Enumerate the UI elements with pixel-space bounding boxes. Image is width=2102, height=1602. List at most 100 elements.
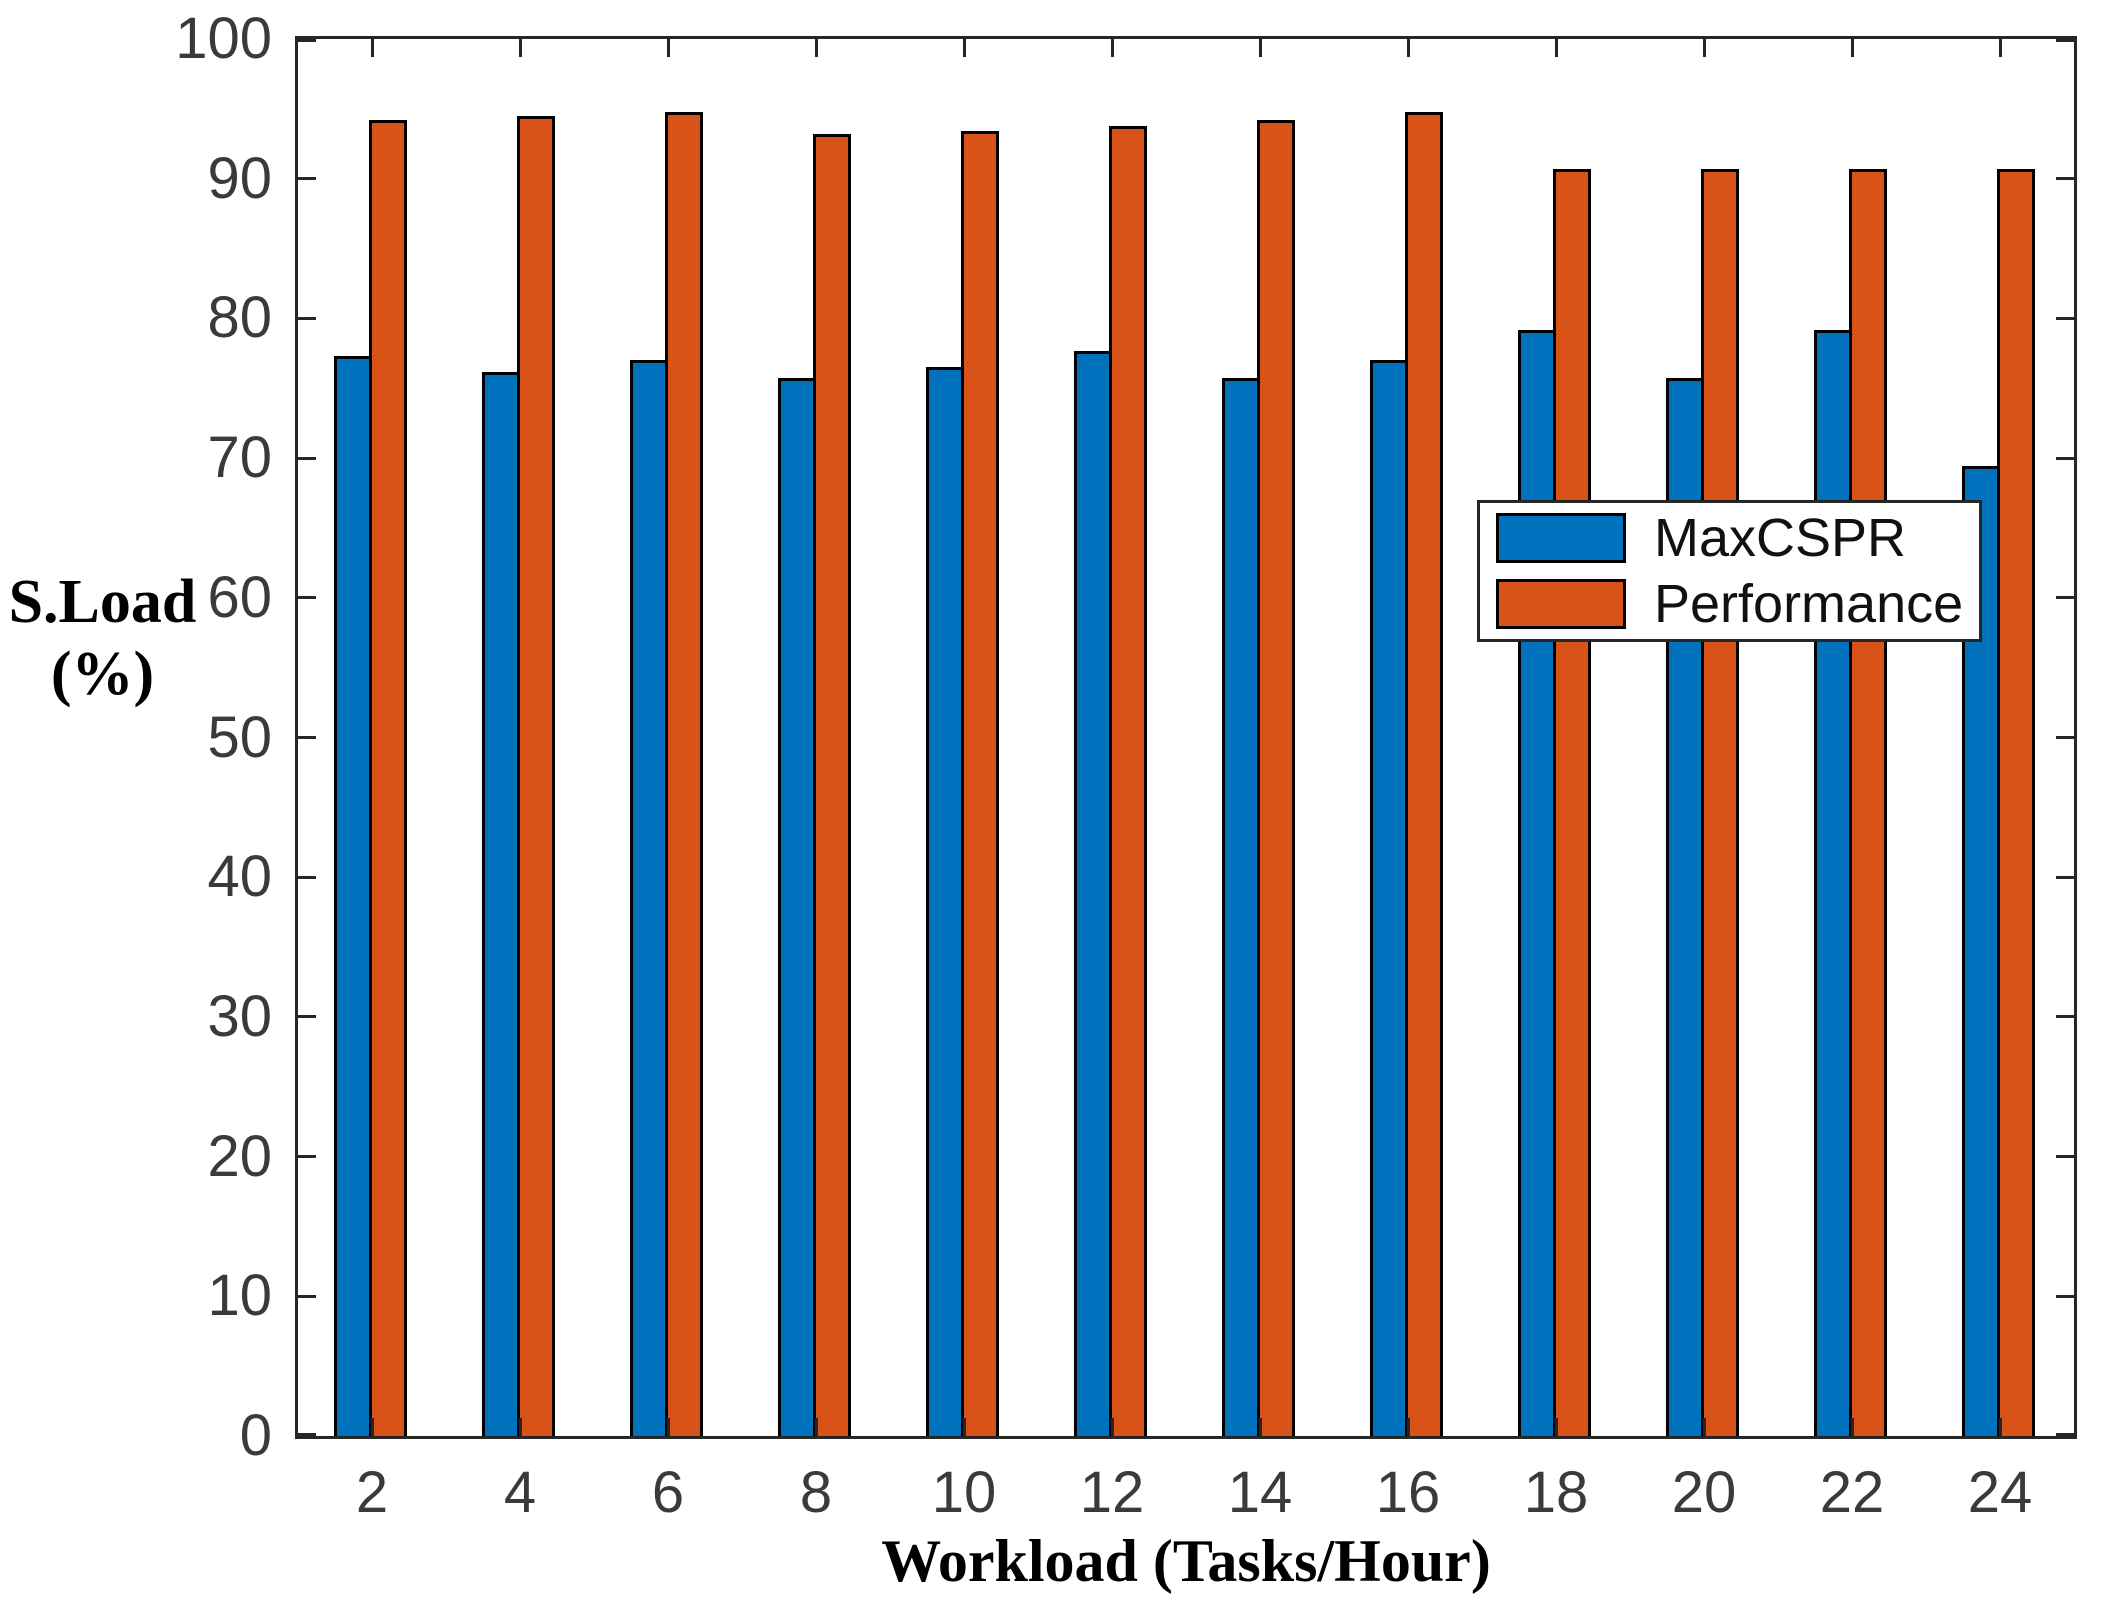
y-tick-label-50: 50 (207, 704, 272, 770)
bar-performance-x14 (1257, 120, 1295, 1436)
y-tick-mark (2056, 1294, 2074, 1298)
x-tick-label-18: 18 (1523, 1460, 1589, 1525)
y-tick-mark (298, 1015, 316, 1019)
y-tick-mark (298, 736, 316, 739)
x-tick-mark (1702, 1418, 1706, 1436)
y-tick-mark (298, 1155, 316, 1159)
x-tick-mark (1554, 39, 1558, 57)
y-tick-mark (2056, 1433, 2074, 1436)
x-tick-mark (962, 1418, 966, 1436)
y-tick-mark (2056, 39, 2074, 42)
bar-performance-x12 (1109, 125, 1147, 1436)
legend-swatch-performance (1496, 579, 1626, 629)
y-tick-mark (298, 1294, 316, 1298)
x-tick-mark (1554, 1418, 1558, 1436)
x-tick-mark (814, 39, 818, 57)
y-tick-mark (2056, 875, 2074, 879)
x-tick-label-12: 12 (1079, 1460, 1145, 1525)
x-tick-label-10: 10 (931, 1460, 997, 1525)
bar-maxcspr-x22 (1814, 329, 1852, 1436)
y-tick-mark (298, 316, 316, 320)
y-tick-mark (2056, 596, 2074, 600)
legend-label-maxcspr: MaxCSPR (1654, 508, 1907, 568)
y-tick-label-10: 10 (207, 1263, 272, 1329)
x-tick-mark (666, 1418, 670, 1436)
y-tick-mark (2056, 1155, 2074, 1159)
y-axis-label-line1: S.Load (8, 568, 197, 636)
x-tick-mark (814, 1418, 818, 1436)
y-tick-mark (2056, 736, 2074, 739)
x-tick-label-6: 6 (651, 1460, 685, 1525)
bar-performance-x10 (961, 131, 999, 1436)
x-tick-mark (962, 39, 966, 57)
y-tick-label-100: 100 (175, 6, 272, 71)
y-tick-mark (298, 596, 316, 600)
x-tick-label-16: 16 (1375, 1460, 1441, 1525)
bar-performance-x2 (369, 120, 407, 1436)
x-tick-mark (370, 1418, 374, 1436)
x-tick-mark (1258, 1418, 1262, 1436)
x-tick-mark (1110, 1418, 1114, 1436)
bar-maxcspr-x14 (1222, 378, 1260, 1436)
x-axis-label: Workload (Tasks/Hour) (881, 1528, 1491, 1594)
x-tick-mark (1998, 1418, 2002, 1436)
bar-performance-x24 (1997, 168, 2035, 1436)
x-tick-mark (1998, 39, 2002, 57)
bar-maxcspr-x16 (1370, 360, 1408, 1436)
x-tick-mark (1406, 1418, 1410, 1436)
y-tick-mark (298, 456, 316, 460)
x-tick-label-2: 2 (355, 1460, 389, 1525)
legend: MaxCSPR Performance (1477, 500, 1982, 642)
plot-area: MaxCSPR Performance (295, 36, 2077, 1439)
y-tick-label-20: 20 (207, 1123, 272, 1189)
bar-maxcspr-x4 (482, 371, 520, 1436)
bar-maxcspr-x10 (926, 367, 964, 1436)
y-tick-label-60: 60 (207, 564, 272, 630)
y-axis-label: S.Load (%) (0, 566, 205, 710)
bar-maxcspr-x18 (1518, 329, 1556, 1436)
y-tick-label-80: 80 (207, 285, 272, 351)
x-tick-mark (518, 39, 522, 57)
y-tick-mark (298, 177, 316, 181)
bar-maxcspr-x8 (778, 378, 816, 1436)
x-tick-mark (518, 1418, 522, 1436)
legend-swatch-maxcspr (1496, 513, 1626, 563)
y-tick-mark (2056, 456, 2074, 460)
bar-performance-x16 (1405, 111, 1443, 1436)
y-tick-label-70: 70 (207, 425, 272, 491)
bar-maxcspr-x12 (1074, 350, 1112, 1436)
bar-performance-x4 (517, 115, 555, 1436)
legend-row-maxcspr: MaxCSPR (1480, 507, 1979, 569)
x-tick-mark (370, 39, 374, 57)
y-axis-label-line2: (%) (50, 640, 155, 708)
bar-performance-x8 (813, 134, 851, 1436)
x-tick-mark (1850, 1418, 1854, 1436)
y-tick-label-40: 40 (207, 844, 272, 910)
x-tick-mark (1406, 39, 1410, 57)
legend-row-performance: Performance (1480, 573, 1979, 635)
bar-performance-x20 (1701, 168, 1739, 1436)
y-tick-mark (298, 875, 316, 879)
x-tick-mark (666, 39, 670, 57)
x-tick-label-8: 8 (799, 1460, 833, 1525)
x-tick-mark (1702, 39, 1706, 57)
y-tick-label-30: 30 (207, 983, 272, 1049)
x-tick-mark (1258, 39, 1262, 57)
y-tick-mark (2056, 316, 2074, 320)
x-tick-mark (1850, 39, 1854, 57)
bar-maxcspr-x6 (630, 360, 668, 1436)
bar-maxcspr-x2 (334, 356, 372, 1436)
x-tick-label-20: 20 (1671, 1460, 1737, 1525)
x-tick-mark (1110, 39, 1114, 57)
bar-performance-x6 (665, 111, 703, 1436)
x-tick-label-14: 14 (1227, 1460, 1293, 1525)
y-tick-label-90: 90 (207, 145, 272, 211)
y-tick-mark (2056, 1015, 2074, 1019)
x-tick-label-4: 4 (503, 1460, 537, 1525)
legend-label-performance: Performance (1654, 574, 1964, 634)
x-tick-label-24: 24 (1967, 1460, 2033, 1525)
y-tick-mark (298, 1433, 316, 1436)
y-tick-mark (298, 39, 316, 42)
bar-performance-x22 (1849, 168, 1887, 1436)
